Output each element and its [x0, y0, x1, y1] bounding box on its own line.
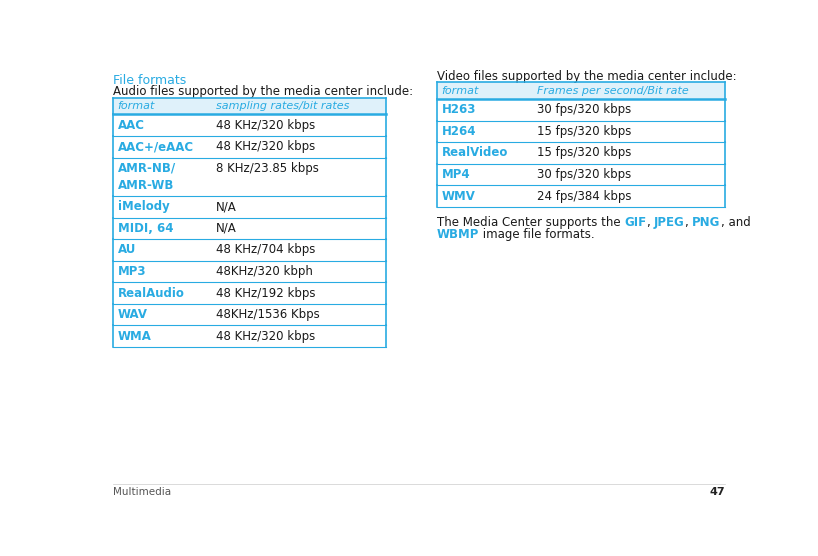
Text: , and: , and [721, 216, 750, 229]
Text: 8 KHz/23.85 kbps: 8 KHz/23.85 kbps [216, 162, 319, 175]
Text: image file formats.: image file formats. [479, 227, 595, 241]
Text: The Media Center supports the: The Media Center supports the [437, 216, 624, 229]
Text: 48KHz/1536 Kbps: 48KHz/1536 Kbps [216, 308, 320, 321]
Text: 48 KHz/320 kbps: 48 KHz/320 kbps [216, 330, 315, 342]
Text: 48 KHz/320 kbps: 48 KHz/320 kbps [216, 119, 315, 132]
Text: AAC: AAC [118, 119, 145, 132]
Bar [113, 217, 386, 239]
Text: H263: H263 [442, 103, 476, 116]
Bar [437, 163, 726, 185]
Bar [113, 97, 386, 115]
Text: 15 fps/320 kbps: 15 fps/320 kbps [537, 146, 631, 160]
Text: AU: AU [118, 244, 136, 256]
Text: H264: H264 [442, 125, 476, 138]
Text: AAC+/eAAC: AAC+/eAAC [118, 140, 194, 153]
Text: JPEG: JPEG [654, 216, 685, 229]
Bar [113, 196, 386, 217]
Text: Audio files supported by the media center include:: Audio files supported by the media cente… [113, 85, 413, 98]
Text: 47: 47 [710, 487, 726, 497]
Text: File formats: File formats [113, 75, 187, 87]
Text: AMR-WB: AMR-WB [118, 179, 174, 192]
Text: ,: , [646, 216, 654, 229]
Bar [437, 82, 726, 99]
Bar [113, 282, 386, 304]
Text: GIF: GIF [624, 216, 646, 229]
Text: N/A: N/A [216, 222, 236, 235]
Text: 15 fps/320 kbps: 15 fps/320 kbps [537, 125, 631, 138]
Bar [113, 304, 386, 325]
Bar [437, 142, 726, 163]
Text: MP3: MP3 [118, 265, 146, 278]
Bar [113, 325, 386, 347]
Bar [113, 115, 386, 136]
Text: 24 fps/384 kbps: 24 fps/384 kbps [537, 190, 631, 202]
Bar [113, 261, 386, 282]
Bar [437, 99, 726, 121]
Text: WMA: WMA [118, 330, 151, 342]
Text: format: format [118, 101, 155, 111]
Bar [113, 157, 386, 196]
Text: WMV: WMV [442, 190, 475, 202]
Text: MP4: MP4 [442, 168, 470, 181]
Text: 30 fps/320 kbps: 30 fps/320 kbps [537, 103, 631, 116]
Bar [437, 185, 726, 207]
Text: MIDI, 64: MIDI, 64 [118, 222, 173, 235]
Text: N/A: N/A [216, 200, 236, 214]
Text: RealAudio: RealAudio [118, 286, 185, 300]
Text: 48 KHz/320 kbps: 48 KHz/320 kbps [216, 140, 315, 153]
Bar [113, 239, 386, 261]
Text: 48KHz/320 kbph: 48KHz/320 kbph [216, 265, 312, 278]
Text: 48 KHz/704 kbps: 48 KHz/704 kbps [216, 244, 315, 256]
Text: PNG: PNG [692, 216, 721, 229]
Text: 48 KHz/192 kbps: 48 KHz/192 kbps [216, 286, 316, 300]
Bar [437, 121, 726, 142]
Text: WAV: WAV [118, 308, 148, 321]
Text: WBMP: WBMP [437, 227, 479, 241]
Text: sampling rates/bit rates: sampling rates/bit rates [216, 101, 349, 111]
Text: Video files supported by the media center include:: Video files supported by the media cente… [437, 70, 737, 83]
Text: RealVideo: RealVideo [442, 146, 508, 160]
Text: format: format [442, 86, 479, 96]
Text: Frames per second/Bit rate: Frames per second/Bit rate [537, 86, 689, 96]
Text: ,: , [685, 216, 692, 229]
Text: AMR-NB/: AMR-NB/ [118, 162, 176, 175]
Text: iMelody: iMelody [118, 200, 169, 214]
Text: 30 fps/320 kbps: 30 fps/320 kbps [537, 168, 631, 181]
Bar [113, 136, 386, 157]
Text: Multimedia: Multimedia [113, 487, 171, 497]
